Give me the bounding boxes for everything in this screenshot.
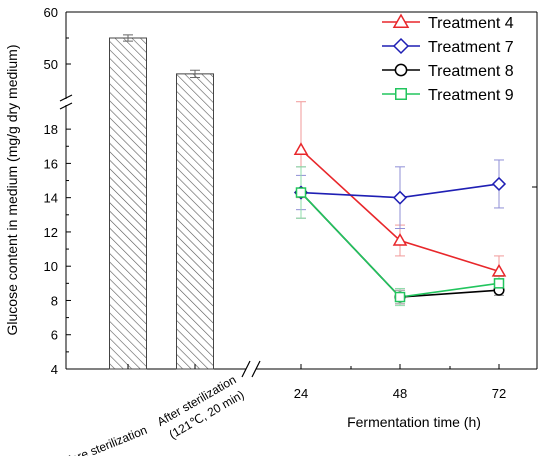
series-point	[491, 176, 507, 192]
y-tick-label: 16	[44, 156, 58, 171]
series-point	[392, 190, 408, 205]
series-point	[392, 232, 408, 246]
x-tick-label: 24	[294, 386, 308, 401]
y-tick-label: 12	[44, 225, 58, 240]
x-tick-label: 48	[393, 386, 407, 401]
x-category-label: Before sterilization	[52, 423, 149, 456]
bar	[109, 37, 147, 370]
y-tick-label: 6	[51, 328, 58, 343]
legend-label: Treatment 8	[428, 63, 514, 80]
x-axis-label: Fermentation time (h)	[347, 414, 481, 430]
y-axis-label: Glucose content in medium (mg/g dry medi…	[4, 45, 20, 336]
y-tick-label: 60	[44, 5, 58, 20]
y-axis-break-mark	[59, 94, 73, 110]
y-tick-label: 8	[51, 293, 58, 308]
legend-marker	[394, 63, 408, 77]
y-tick-label: 10	[44, 259, 58, 274]
legend-label: Treatment 7	[428, 39, 514, 56]
series-point	[295, 187, 307, 198]
series-point	[293, 142, 309, 155]
series-point	[394, 291, 406, 303]
bar	[176, 73, 214, 370]
legend-marker	[392, 13, 410, 28]
y-tick-label: 14	[44, 191, 58, 206]
legend-label: Treatment 9	[428, 87, 514, 104]
series-point	[491, 263, 507, 277]
legend-label: Treatment 4	[428, 15, 514, 32]
y-tick-label: 4	[51, 362, 58, 377]
x-axis-break-mark	[241, 360, 261, 378]
x-tick-label: 72	[492, 386, 506, 401]
y-tick-label: 50	[44, 57, 58, 72]
legend-marker	[395, 88, 407, 100]
y-tick-label: 18	[44, 122, 58, 137]
series-point	[493, 278, 505, 289]
legend-marker	[392, 37, 410, 55]
